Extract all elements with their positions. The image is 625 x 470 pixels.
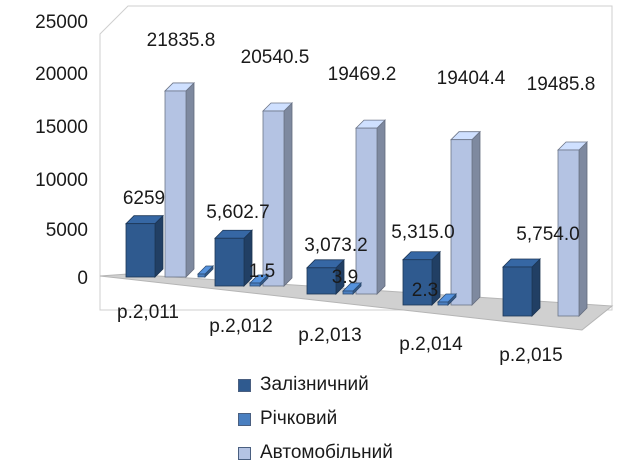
data-label: 5,754.0 [516, 224, 579, 245]
data-label: 6259 [123, 188, 165, 209]
y-tick-label: 0 [77, 268, 88, 289]
bar [557, 141, 588, 317]
data-label: 21835.8 [147, 30, 216, 51]
bar [437, 293, 457, 306]
chart-legend: Залізничний Річковий Автомобільний [238, 368, 393, 470]
data-label: 3,073.2 [304, 235, 367, 256]
data-label: 19469.2 [328, 64, 397, 85]
y-tick-label: 20000 [35, 64, 88, 85]
data-label: 3.9 [332, 267, 358, 288]
x-category-label: р.2,014 [399, 334, 463, 355]
y-tick-label: 25000 [35, 12, 88, 33]
legend-item: Залізничний [238, 368, 393, 402]
bars-layer [125, 81, 588, 317]
bar-chart-3d: 0 5000 10000 15000 20000 25000 р.2,011 р.2,012… [35, 5, 614, 366]
bar [355, 119, 386, 295]
y-axis-ticks: 0 5000 10000 15000 20000 25000 [35, 12, 88, 289]
y-tick-label: 5000 [46, 220, 88, 241]
legend-swatch [238, 446, 251, 460]
legend-label: Річковий [260, 408, 338, 429]
x-category-label: р.2,011 [117, 302, 179, 323]
data-label: 1.5 [249, 261, 275, 282]
y-tick-label: 10000 [35, 170, 88, 191]
x-category-label: р.2,013 [298, 325, 361, 346]
data-label: 5,602.7 [206, 202, 269, 223]
bar [125, 214, 164, 278]
x-axis-labels: р.2,011 р.2,012 р.2,013 р.2,014 р.2,015 [117, 302, 563, 366]
data-label: 2.3 [412, 280, 438, 301]
legend-label: Залізничний [260, 374, 369, 395]
y-tick-label: 15000 [35, 117, 88, 138]
legend-swatch [238, 412, 251, 426]
data-labels-layer: 6259 21835.8 5,602.7 1.5 20540.5 3,073.2 3.9 19… [123, 30, 595, 301]
bar [214, 229, 253, 287]
data-label: 5,315.0 [391, 222, 454, 243]
bar [249, 274, 269, 287]
data-label: 19485.8 [527, 74, 596, 95]
bar [197, 265, 214, 278]
bar [502, 258, 541, 317]
bar [262, 102, 293, 287]
x-category-label: р.2,015 [499, 345, 562, 366]
bar [450, 130, 481, 306]
legend-label: Автомобільний [260, 442, 393, 463]
bar [306, 258, 345, 295]
legend-swatch [238, 378, 251, 392]
bar [164, 81, 195, 278]
bar [342, 282, 362, 295]
legend-item: Річковий [238, 402, 393, 436]
chart-floor [99, 273, 614, 331]
x-category-label: р.2,012 [209, 316, 272, 337]
data-label: 19404.4 [437, 68, 506, 89]
bar [402, 250, 441, 306]
data-label: 20540.5 [241, 47, 310, 68]
legend-item: Автомобільний [238, 436, 393, 470]
